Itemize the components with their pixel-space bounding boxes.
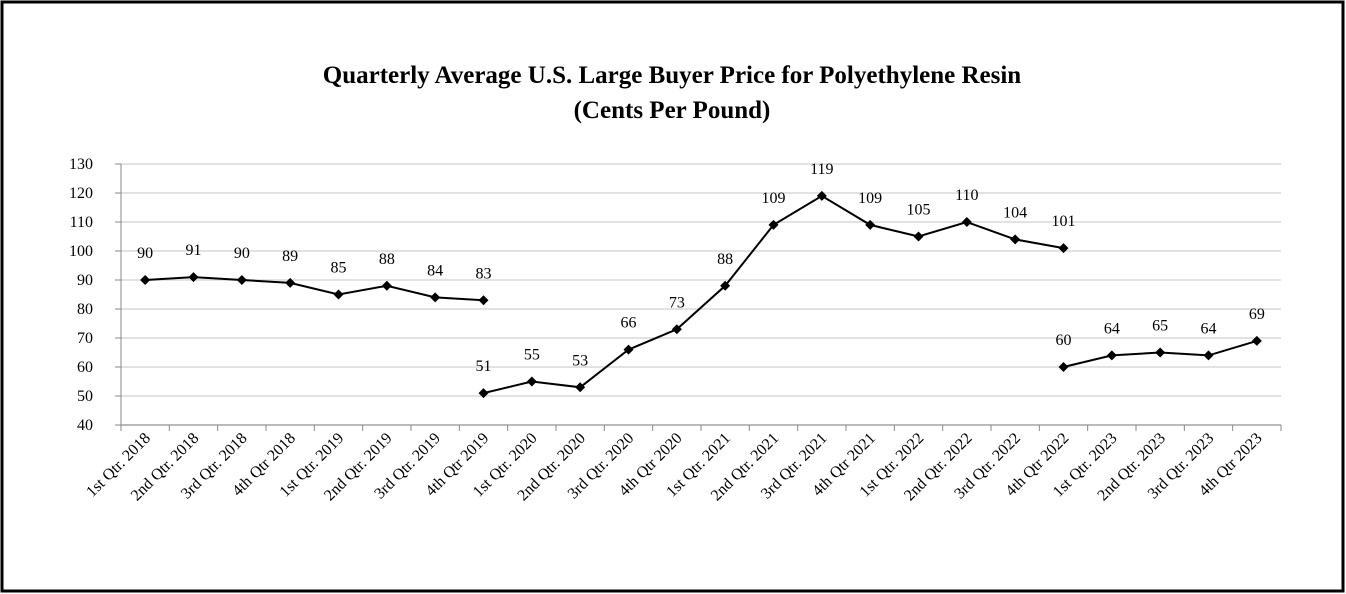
data-label: 51 [476,358,492,375]
y-tick-label: 120 [69,185,93,202]
data-label: 83 [476,265,492,282]
data-label: 55 [524,347,540,364]
marker [1010,234,1021,245]
marker [816,190,827,201]
y-tick-label: 110 [70,214,93,231]
marker [188,272,199,283]
marker [478,388,489,399]
data-label: 84 [427,262,443,279]
marker [1058,362,1069,372]
y-tick-label: 50 [77,388,93,405]
marker [720,280,731,291]
marker [140,275,151,285]
marker [333,289,344,300]
marker [768,219,779,230]
data-label: 53 [572,352,588,369]
marker [285,277,296,288]
marker [671,324,682,335]
data-label: 73 [669,294,685,311]
data-label: 65 [1152,318,1168,335]
data-label: 89 [282,248,298,265]
chart-title: Quarterly Average U.S. Large Buyer Price… [323,62,1022,89]
data-label: 110 [955,187,978,204]
data-label: 91 [186,242,202,259]
data-label: 101 [1052,213,1076,230]
marker [478,295,489,306]
y-tick-label: 100 [69,243,93,260]
marker [865,219,876,230]
data-label: 64 [1201,320,1217,337]
marker [1155,347,1166,358]
marker [575,382,586,393]
data-label: 64 [1104,320,1120,337]
marker [1058,243,1069,254]
marker [1203,350,1214,361]
chart-subtitle: (Cents Per Pound) [574,97,771,124]
data-label: 60 [1056,332,1072,349]
y-tick-label: 80 [77,301,93,318]
marker [236,275,247,285]
data-label: 104 [1003,204,1027,221]
marker [430,292,441,303]
data-label: 88 [717,251,733,268]
marker [1251,335,1262,346]
marker [913,231,924,242]
marker [381,280,392,291]
data-label: 109 [858,190,882,207]
y-tick-label: 40 [77,417,93,434]
data-label: 69 [1249,306,1265,323]
data-label: 88 [379,251,395,268]
data-label: 90 [234,245,250,262]
data-label: 109 [762,190,786,207]
marker [961,217,972,227]
data-label: 105 [907,202,931,219]
marker [623,344,634,355]
y-tick-label: 90 [77,272,93,289]
marker [526,376,537,387]
y-tick-label: 70 [77,330,93,347]
marker [1106,350,1117,361]
line [145,276,484,302]
y-tick-label: 130 [69,156,93,173]
y-tick-label: 60 [77,359,93,376]
data-label: 66 [621,315,637,332]
data-label: 85 [331,260,347,277]
data-label: 119 [810,161,833,178]
data-label: 90 [137,245,153,262]
